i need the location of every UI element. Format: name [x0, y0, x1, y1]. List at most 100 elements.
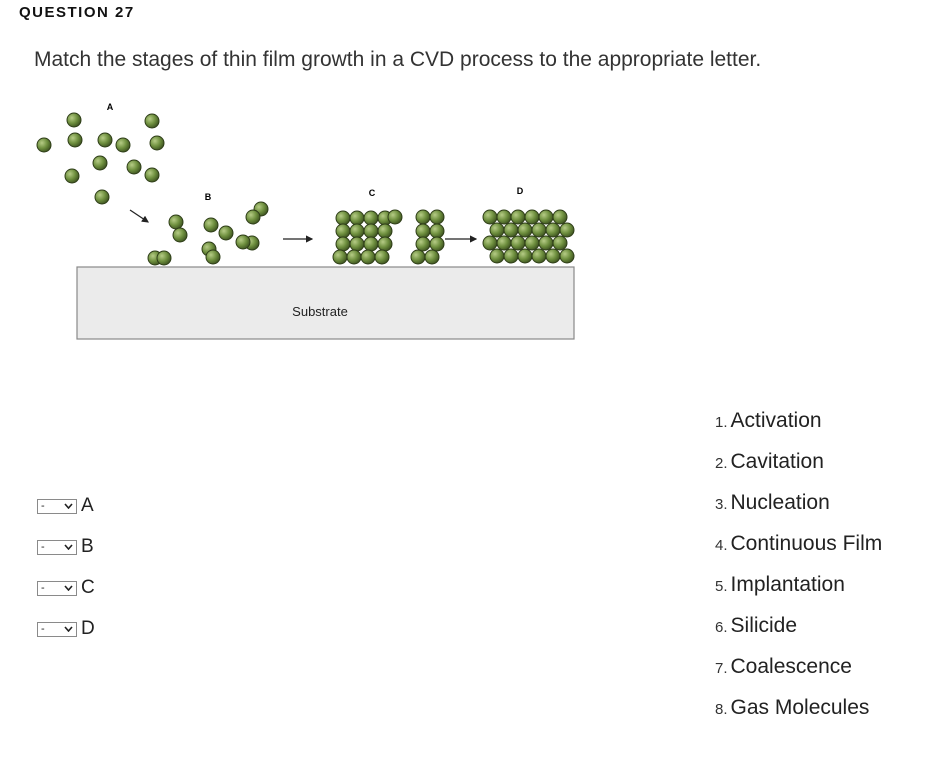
molecule: [524, 235, 540, 251]
option-item: 1. Activation: [715, 409, 822, 432]
substrate: [76, 266, 575, 340]
option-item: 5. Implantation: [715, 573, 845, 596]
molecule: [235, 234, 251, 250]
molecule: [349, 236, 365, 252]
molecule: [335, 223, 351, 239]
continuous-film-cluster: [482, 209, 575, 264]
arrow-a-to-b: [129, 209, 149, 223]
gas-molecules-cluster: [36, 112, 165, 205]
molecule: [363, 236, 379, 252]
molecule: [503, 222, 519, 238]
molecule: [144, 167, 160, 183]
molecule: [517, 248, 533, 264]
molecule: [218, 225, 234, 241]
molecule: [552, 209, 568, 225]
molecule: [545, 222, 561, 238]
molecule: [387, 209, 403, 225]
match-row-a: - A: [37, 495, 94, 517]
molecule: [424, 249, 440, 265]
molecule: [67, 132, 83, 148]
option-item: 8. Gas Molecules: [715, 696, 870, 719]
molecule: [149, 135, 165, 151]
molecule: [517, 222, 533, 238]
match-letter-d: D: [81, 618, 95, 639]
adsorbed-molecules-cluster: [147, 201, 269, 266]
cvd-growth-diagram: Substrate A B C D: [36, 102, 575, 340]
molecule: [489, 248, 505, 264]
stage-label-a: A: [107, 102, 114, 112]
molecule: [156, 250, 172, 266]
molecule: [531, 248, 547, 264]
molecule: [94, 189, 110, 205]
match-select-a[interactable]: -: [37, 498, 77, 514]
molecule: [360, 249, 376, 265]
molecule: [335, 210, 351, 226]
molecule: [503, 248, 519, 264]
option-item: 4. Continuous Film: [715, 532, 883, 555]
molecule: [332, 249, 348, 265]
molecule: [482, 209, 498, 225]
molecule: [335, 236, 351, 252]
stage-label-c: C: [369, 188, 376, 198]
molecule: [349, 210, 365, 226]
molecule: [429, 223, 445, 239]
molecule: [92, 155, 108, 171]
chevron-down-icon: [60, 582, 76, 595]
molecule: [374, 249, 390, 265]
molecule: [144, 113, 160, 129]
molecule: [538, 235, 554, 251]
molecule: [538, 209, 554, 225]
match-row-c: - C: [37, 577, 95, 599]
match-letter-a: A: [81, 495, 94, 516]
molecule: [245, 209, 261, 225]
option-item: 2. Cavitation: [715, 450, 824, 473]
molecule: [363, 223, 379, 239]
molecule: [415, 236, 431, 252]
molecule: [126, 159, 142, 175]
molecule: [172, 227, 188, 243]
molecule: [205, 249, 221, 265]
chevron-down-icon: [60, 500, 76, 513]
island-clusters: [332, 209, 445, 265]
molecule: [115, 137, 131, 153]
molecule: [559, 222, 575, 238]
question-text: Match the stages of thin film growth in …: [34, 48, 762, 71]
match-select-c[interactable]: -: [37, 580, 77, 596]
molecule: [349, 223, 365, 239]
molecule: [482, 235, 498, 251]
molecule: [510, 209, 526, 225]
molecule: [66, 112, 82, 128]
question-header: QUESTION 27: [19, 4, 135, 21]
molecule: [496, 235, 512, 251]
molecule: [64, 168, 80, 184]
molecule: [552, 235, 568, 251]
molecule: [36, 137, 52, 153]
chevron-down-icon: [60, 623, 76, 636]
molecule: [545, 248, 561, 264]
stage-label-d: D: [517, 186, 524, 196]
molecule: [415, 209, 431, 225]
option-item: 7. Coalescence: [715, 655, 852, 678]
molecule: [559, 248, 575, 264]
molecule: [510, 235, 526, 251]
match-letter-b: B: [81, 536, 94, 557]
substrate-label: Substrate: [292, 304, 348, 319]
match-select-d[interactable]: -: [37, 621, 77, 637]
molecule: [496, 209, 512, 225]
molecule: [377, 223, 393, 239]
match-select-b[interactable]: -: [37, 539, 77, 555]
option-item: 3. Nucleation: [715, 491, 830, 514]
chevron-down-icon: [60, 541, 76, 554]
molecule: [363, 210, 379, 226]
match-letter-c: C: [81, 577, 95, 598]
match-row-b: - B: [37, 536, 94, 558]
molecule: [168, 214, 184, 230]
molecule: [489, 222, 505, 238]
option-item: 6. Silicide: [715, 614, 798, 637]
match-row-d: - D: [37, 618, 95, 640]
molecule: [410, 249, 426, 265]
molecule: [377, 236, 393, 252]
molecule: [346, 249, 362, 265]
stage-label-b: B: [205, 192, 212, 202]
molecule: [97, 132, 113, 148]
